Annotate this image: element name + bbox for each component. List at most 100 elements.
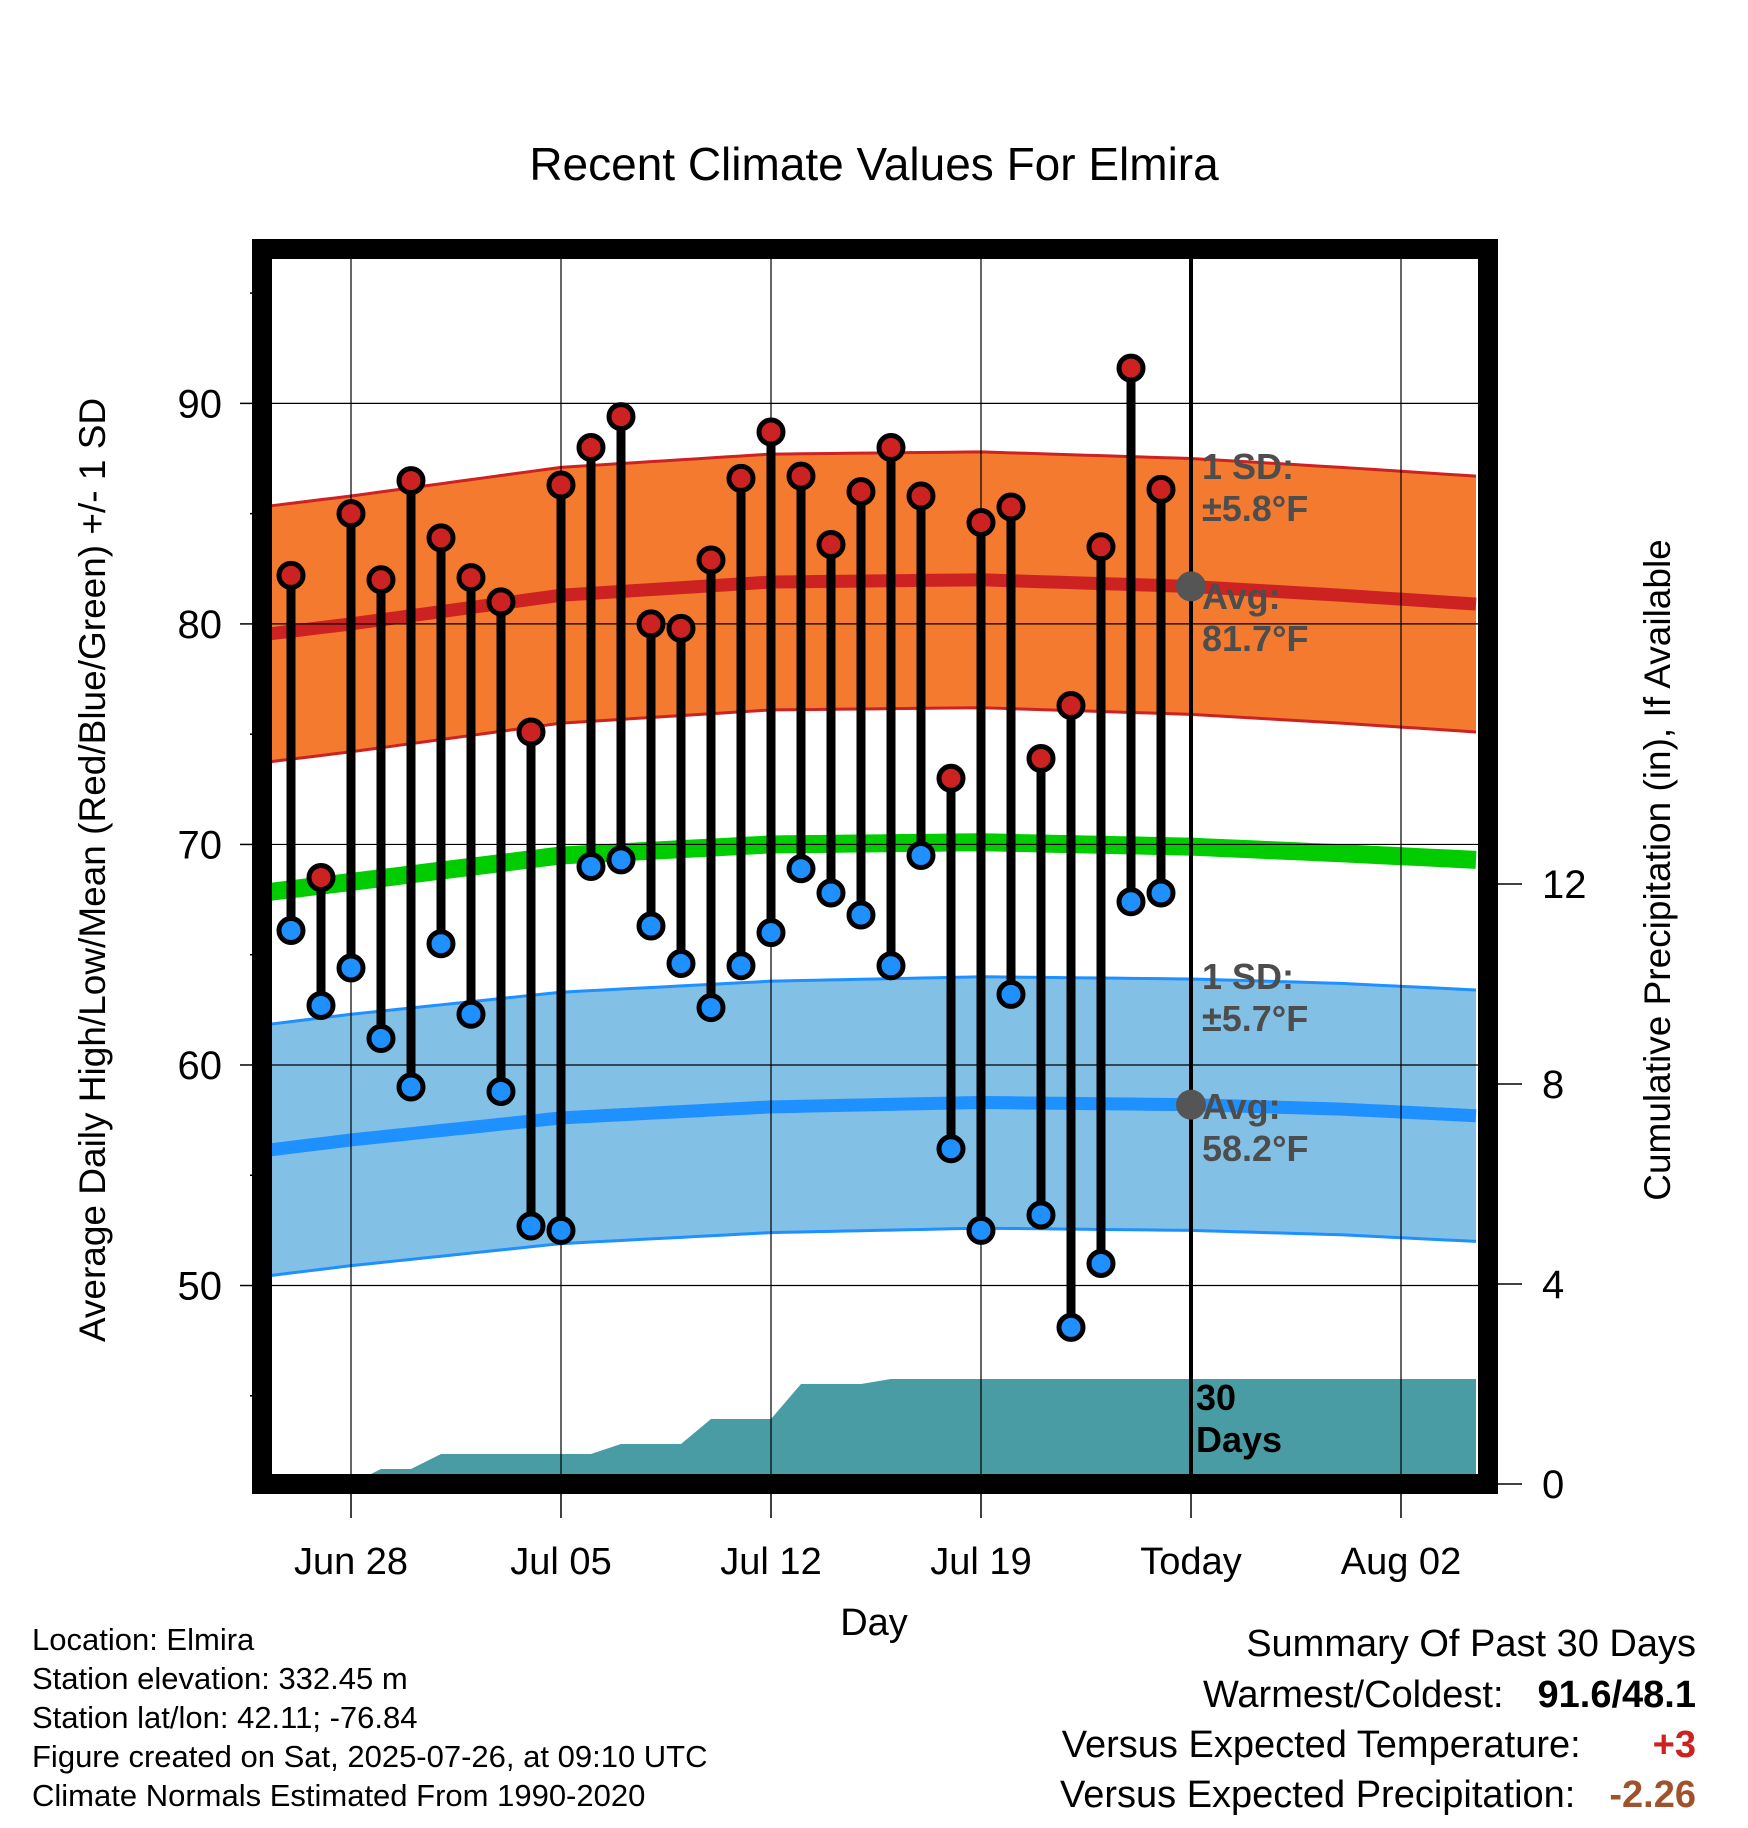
low-point xyxy=(426,929,456,959)
chart-title: Recent Climate Values For Elmira xyxy=(529,138,1219,190)
x-tick-label: Jun 28 xyxy=(294,1541,408,1583)
precip-days-annotation-line2: Days xyxy=(1196,1419,1282,1460)
high-point xyxy=(846,477,876,507)
high-point xyxy=(1056,691,1086,721)
low-sd-annotation-line1: 1 SD: xyxy=(1202,956,1294,997)
high-point xyxy=(876,432,906,462)
precip-days-annotation-line1: 30 xyxy=(1196,1377,1236,1418)
high-point xyxy=(1146,474,1176,504)
x-tick-label: Jul 12 xyxy=(720,1541,821,1583)
high-point xyxy=(426,523,456,553)
y-tick-label: 70 xyxy=(178,823,223,867)
low-point xyxy=(1056,1312,1086,1342)
summary-temp-value: +3 xyxy=(1652,1724,1696,1766)
y-right-tick-label: 4 xyxy=(1542,1263,1564,1307)
low-point xyxy=(336,953,366,983)
summary-title: Summary Of Past 30 Days xyxy=(1246,1623,1696,1665)
location-text: Location: Elmira xyxy=(32,1622,255,1657)
low-avg-line xyxy=(262,1095,1477,1158)
y-right-tick-label: 12 xyxy=(1542,863,1587,907)
station-info: Location: Elmira Station elevation: 332.… xyxy=(32,1620,708,1815)
x-tick-label: Jul 05 xyxy=(510,1541,611,1583)
high-point xyxy=(576,432,606,462)
low-point xyxy=(966,1215,996,1245)
low-avg-annotation-line1: Avg: xyxy=(1202,1086,1281,1127)
mean-avg-line xyxy=(262,833,1477,902)
low-point xyxy=(606,845,636,875)
high-avg-annotation-line1: Avg: xyxy=(1202,576,1281,617)
high-sd-upper-line xyxy=(262,450,1477,509)
summary-temp-row: Versus Expected Temperature: +3 xyxy=(1062,1724,1696,1767)
high-point xyxy=(336,499,366,529)
summary-precip-label: Versus Expected Precipitation: xyxy=(1059,1774,1576,1816)
summary-precip-value: -2.26 xyxy=(1609,1774,1696,1816)
low-point xyxy=(546,1215,576,1245)
high-point xyxy=(936,763,966,793)
low-point xyxy=(756,918,786,948)
high-point xyxy=(636,609,666,639)
high-point xyxy=(1086,532,1116,562)
high-point xyxy=(486,587,516,617)
high-point xyxy=(456,563,486,593)
plot-frame xyxy=(252,239,1498,1494)
low-point xyxy=(1086,1248,1116,1278)
high-avg-annotation-line2: 81.7°F xyxy=(1202,618,1308,659)
low-point xyxy=(636,911,666,941)
low-point xyxy=(906,840,936,870)
high-point xyxy=(996,492,1026,522)
normals-text: Climate Normals Estimated From 1990-2020 xyxy=(32,1778,646,1813)
high-point xyxy=(1026,743,1056,773)
summary-warmest-row: Warmest/Coldest: 91.6/48.1 xyxy=(1203,1674,1696,1717)
y-tick-label: 50 xyxy=(178,1265,223,1309)
low-point xyxy=(1116,887,1146,917)
low-point xyxy=(1146,878,1176,908)
y-right-tick-label: 0 xyxy=(1542,1463,1564,1507)
low-point xyxy=(576,852,606,881)
x-tick-label: Aug 02 xyxy=(1341,1541,1461,1583)
high-point xyxy=(666,613,696,643)
y-right-axis-label: Cumulative Precipitation (in), If Availa… xyxy=(1637,539,1678,1201)
high-point xyxy=(396,466,426,496)
low-sd-annotation-line2: ±5.7°F xyxy=(1202,998,1308,1039)
high-point xyxy=(546,470,576,500)
x-axis-label: Day xyxy=(840,1602,908,1644)
low-point xyxy=(516,1211,546,1241)
low-point xyxy=(876,951,906,981)
high-point xyxy=(906,481,936,511)
low-point xyxy=(1026,1200,1056,1230)
high-sd-lower-line xyxy=(262,706,1477,765)
high-sd-annotation-line1: 1 SD: xyxy=(1202,446,1294,487)
low-avg-annotation-line2: 58.2°F xyxy=(1202,1128,1308,1169)
high-point xyxy=(756,417,786,447)
low-point xyxy=(726,951,756,981)
y-tick-label: 60 xyxy=(178,1044,223,1088)
x-tick-label: Jul 19 xyxy=(930,1541,1031,1583)
low-point xyxy=(396,1072,426,1102)
low-point xyxy=(816,878,846,908)
elevation-text: Station elevation: 332.45 m xyxy=(32,1661,408,1696)
high-point xyxy=(366,565,396,595)
y-tick-label: 80 xyxy=(178,603,223,647)
summary-precip-row: Versus Expected Precipitation: -2.26 xyxy=(1060,1774,1696,1817)
today-low-avg-marker xyxy=(1176,1089,1206,1120)
summary-temp-label: Versus Expected Temperature: xyxy=(1061,1724,1581,1766)
summary-warmest-label: Warmest/Coldest: xyxy=(1202,1674,1504,1716)
latlon-text: Station lat/lon: 42.11; -76.84 xyxy=(32,1700,418,1735)
x-tick-label: Today xyxy=(1140,1541,1241,1583)
low-point xyxy=(996,979,1026,1009)
summary-warmest-value: 91.6/48.1 xyxy=(1537,1674,1696,1716)
high-point xyxy=(786,461,816,491)
low-point xyxy=(846,900,876,930)
y-axis-label: Average Daily High/Low/Mean (Red/Blue/Gr… xyxy=(72,398,113,1342)
high-point xyxy=(516,717,546,747)
high-sd-annotation-line2: ±5.8°F xyxy=(1202,488,1308,529)
high-point xyxy=(726,463,756,493)
high-point xyxy=(306,863,336,893)
low-point xyxy=(936,1134,966,1164)
low-point xyxy=(666,949,696,979)
high-avg-line xyxy=(262,573,1477,642)
low-point xyxy=(276,915,306,945)
y-tick-label: 90 xyxy=(178,382,223,426)
